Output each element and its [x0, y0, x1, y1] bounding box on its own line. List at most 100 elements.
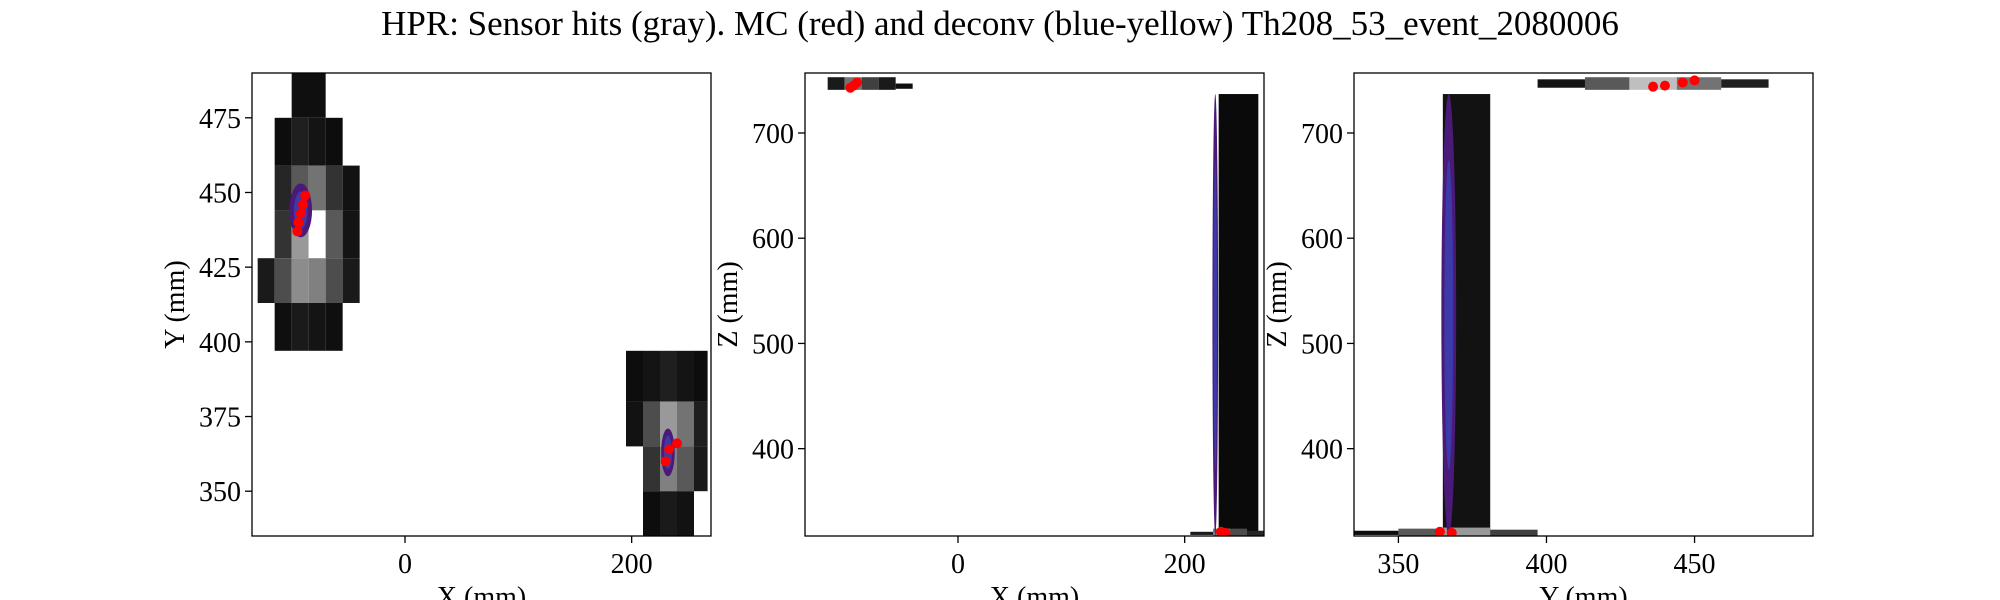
- mc-point: [292, 226, 303, 237]
- sensor-hit-cell: [325, 165, 343, 211]
- y-tick-label: 450: [199, 178, 241, 209]
- sensor-hit-cell: [1247, 530, 1264, 536]
- sensor-hit-cell: [1218, 94, 1259, 536]
- y-axis-label: Z (mm): [713, 261, 744, 347]
- sensor-hit-cell: [274, 303, 292, 351]
- mc-point: [295, 208, 306, 219]
- mc-point: [845, 82, 856, 93]
- sensor-hit-cell: [325, 210, 343, 259]
- sensor-hit-cell: [325, 258, 343, 304]
- sensor-hit-cell: [1442, 527, 1491, 536]
- x-tick-label: 0: [951, 549, 965, 580]
- sensor-hit-cell: [325, 303, 343, 351]
- sensor-hit-cell: [308, 258, 326, 304]
- y-tick-label: 400: [199, 328, 241, 359]
- sensor-hit-cell: [274, 210, 292, 259]
- y-tick-label: 600: [752, 224, 794, 255]
- sensor-hit-cell: [694, 401, 708, 447]
- sensor-hit-cell: [1398, 528, 1443, 536]
- y-axis-label: Y (mm): [160, 260, 191, 348]
- sensor-hit-cell: [274, 117, 292, 166]
- sensor-hit-cell: [643, 350, 660, 402]
- y-tick-label: 500: [752, 329, 794, 360]
- sensor-hit-cell: [878, 77, 896, 90]
- y-tick-label: 700: [1301, 119, 1343, 150]
- sensor-hit-cell: [274, 258, 292, 304]
- sensor-hit-cell: [342, 210, 360, 259]
- y-tick-label: 400: [752, 435, 794, 466]
- panel-xz: 0 200 400 500 600 700 X (mm) Z (mm): [713, 72, 1265, 600]
- sensor-hit-cell: [274, 165, 292, 211]
- x-tick-label: 0: [398, 549, 412, 580]
- x-tick-label: 350: [1377, 549, 1419, 580]
- sensor-hit-cell: [291, 303, 309, 351]
- y-tick-label: 350: [199, 477, 241, 508]
- sensor-hit-cell: [643, 446, 660, 492]
- x-tick-label: 400: [1525, 549, 1567, 580]
- mc-point: [1648, 81, 1659, 92]
- mc-point: [672, 438, 682, 449]
- sensor-hit-cell: [1721, 79, 1769, 88]
- mc-point: [660, 456, 671, 467]
- deconv-blob-core: [1213, 160, 1217, 470]
- sensor-hit-cell: [325, 117, 343, 166]
- sensor-hit-cell: [643, 491, 660, 536]
- x-axis-label: Y (mm): [1539, 582, 1627, 600]
- sensor-hit-cell: [626, 401, 643, 447]
- mc-point: [1689, 75, 1700, 86]
- sensor-hit-cell: [257, 258, 275, 304]
- x-axis-label: X (mm): [990, 582, 1079, 600]
- x-tick-label: 200: [1164, 549, 1206, 580]
- mc-point: [1434, 526, 1445, 536]
- sensor-hit-cell: [1190, 531, 1213, 535]
- sensor-hit-cell: [660, 491, 677, 536]
- mc-point: [298, 199, 308, 210]
- x-tick-label: 200: [611, 549, 653, 580]
- plot-area: [257, 73, 708, 536]
- sensor-hit-cell: [643, 401, 660, 447]
- sensor-hit-cell: [827, 77, 845, 90]
- mc-point: [1677, 77, 1688, 88]
- y-tick-label: 700: [752, 119, 794, 150]
- sensor-hit-cell: [694, 350, 708, 402]
- mc-point: [300, 190, 311, 201]
- sensor-hit-cell: [1537, 79, 1585, 88]
- mc-point: [1446, 527, 1457, 536]
- sensor-hit-cell: [308, 210, 326, 259]
- sensor-hit-cell: [291, 117, 309, 166]
- sensor-hit-cell: [342, 258, 360, 304]
- y-tick-label: 500: [1301, 329, 1343, 360]
- y-tick-label: 400: [1301, 435, 1343, 466]
- y-axis-label: Z (mm): [1262, 261, 1293, 347]
- sensor-hit-cell: [626, 350, 643, 402]
- sensor-hit-cell: [1230, 528, 1247, 536]
- sensor-hit-cell: [291, 258, 309, 304]
- sensor-hit-cell: [1490, 529, 1538, 536]
- y-tick-label: 475: [199, 104, 241, 135]
- sensor-hit-cell: [677, 401, 694, 447]
- mc-point: [293, 217, 304, 228]
- axes-frame: [251, 72, 712, 537]
- sensor-hit-cell: [308, 165, 326, 211]
- panel-xy: 0 200 350 375 400 425 450 475 X (mm) Y (mm): [160, 72, 712, 600]
- sensor-hit-cell: [895, 83, 913, 89]
- axes-frame: [1353, 72, 1814, 537]
- sensor-hit-cell: [660, 350, 677, 402]
- sensor-hit-cell: [342, 165, 360, 211]
- sensor-hit-cell: [291, 73, 326, 118]
- figure-title: HPR: Sensor hits (gray). MC (red) and de…: [381, 4, 1619, 43]
- mc-point: [1220, 527, 1231, 536]
- sensor-hit-cell: [1584, 77, 1630, 90]
- y-tick-label: 600: [1301, 224, 1343, 255]
- sensor-hit-cell: [308, 117, 326, 166]
- sensor-hit-cell: [677, 350, 694, 402]
- mc-point: [852, 77, 863, 88]
- sensor-hit-cell: [861, 77, 879, 90]
- sensor-hit-cell: [308, 303, 326, 351]
- x-tick-label: 450: [1674, 549, 1716, 580]
- plot-area: [1354, 75, 1769, 536]
- mc-point: [664, 444, 675, 455]
- axes-frame: [804, 72, 1265, 537]
- deconv-blob-core: [1444, 160, 1454, 470]
